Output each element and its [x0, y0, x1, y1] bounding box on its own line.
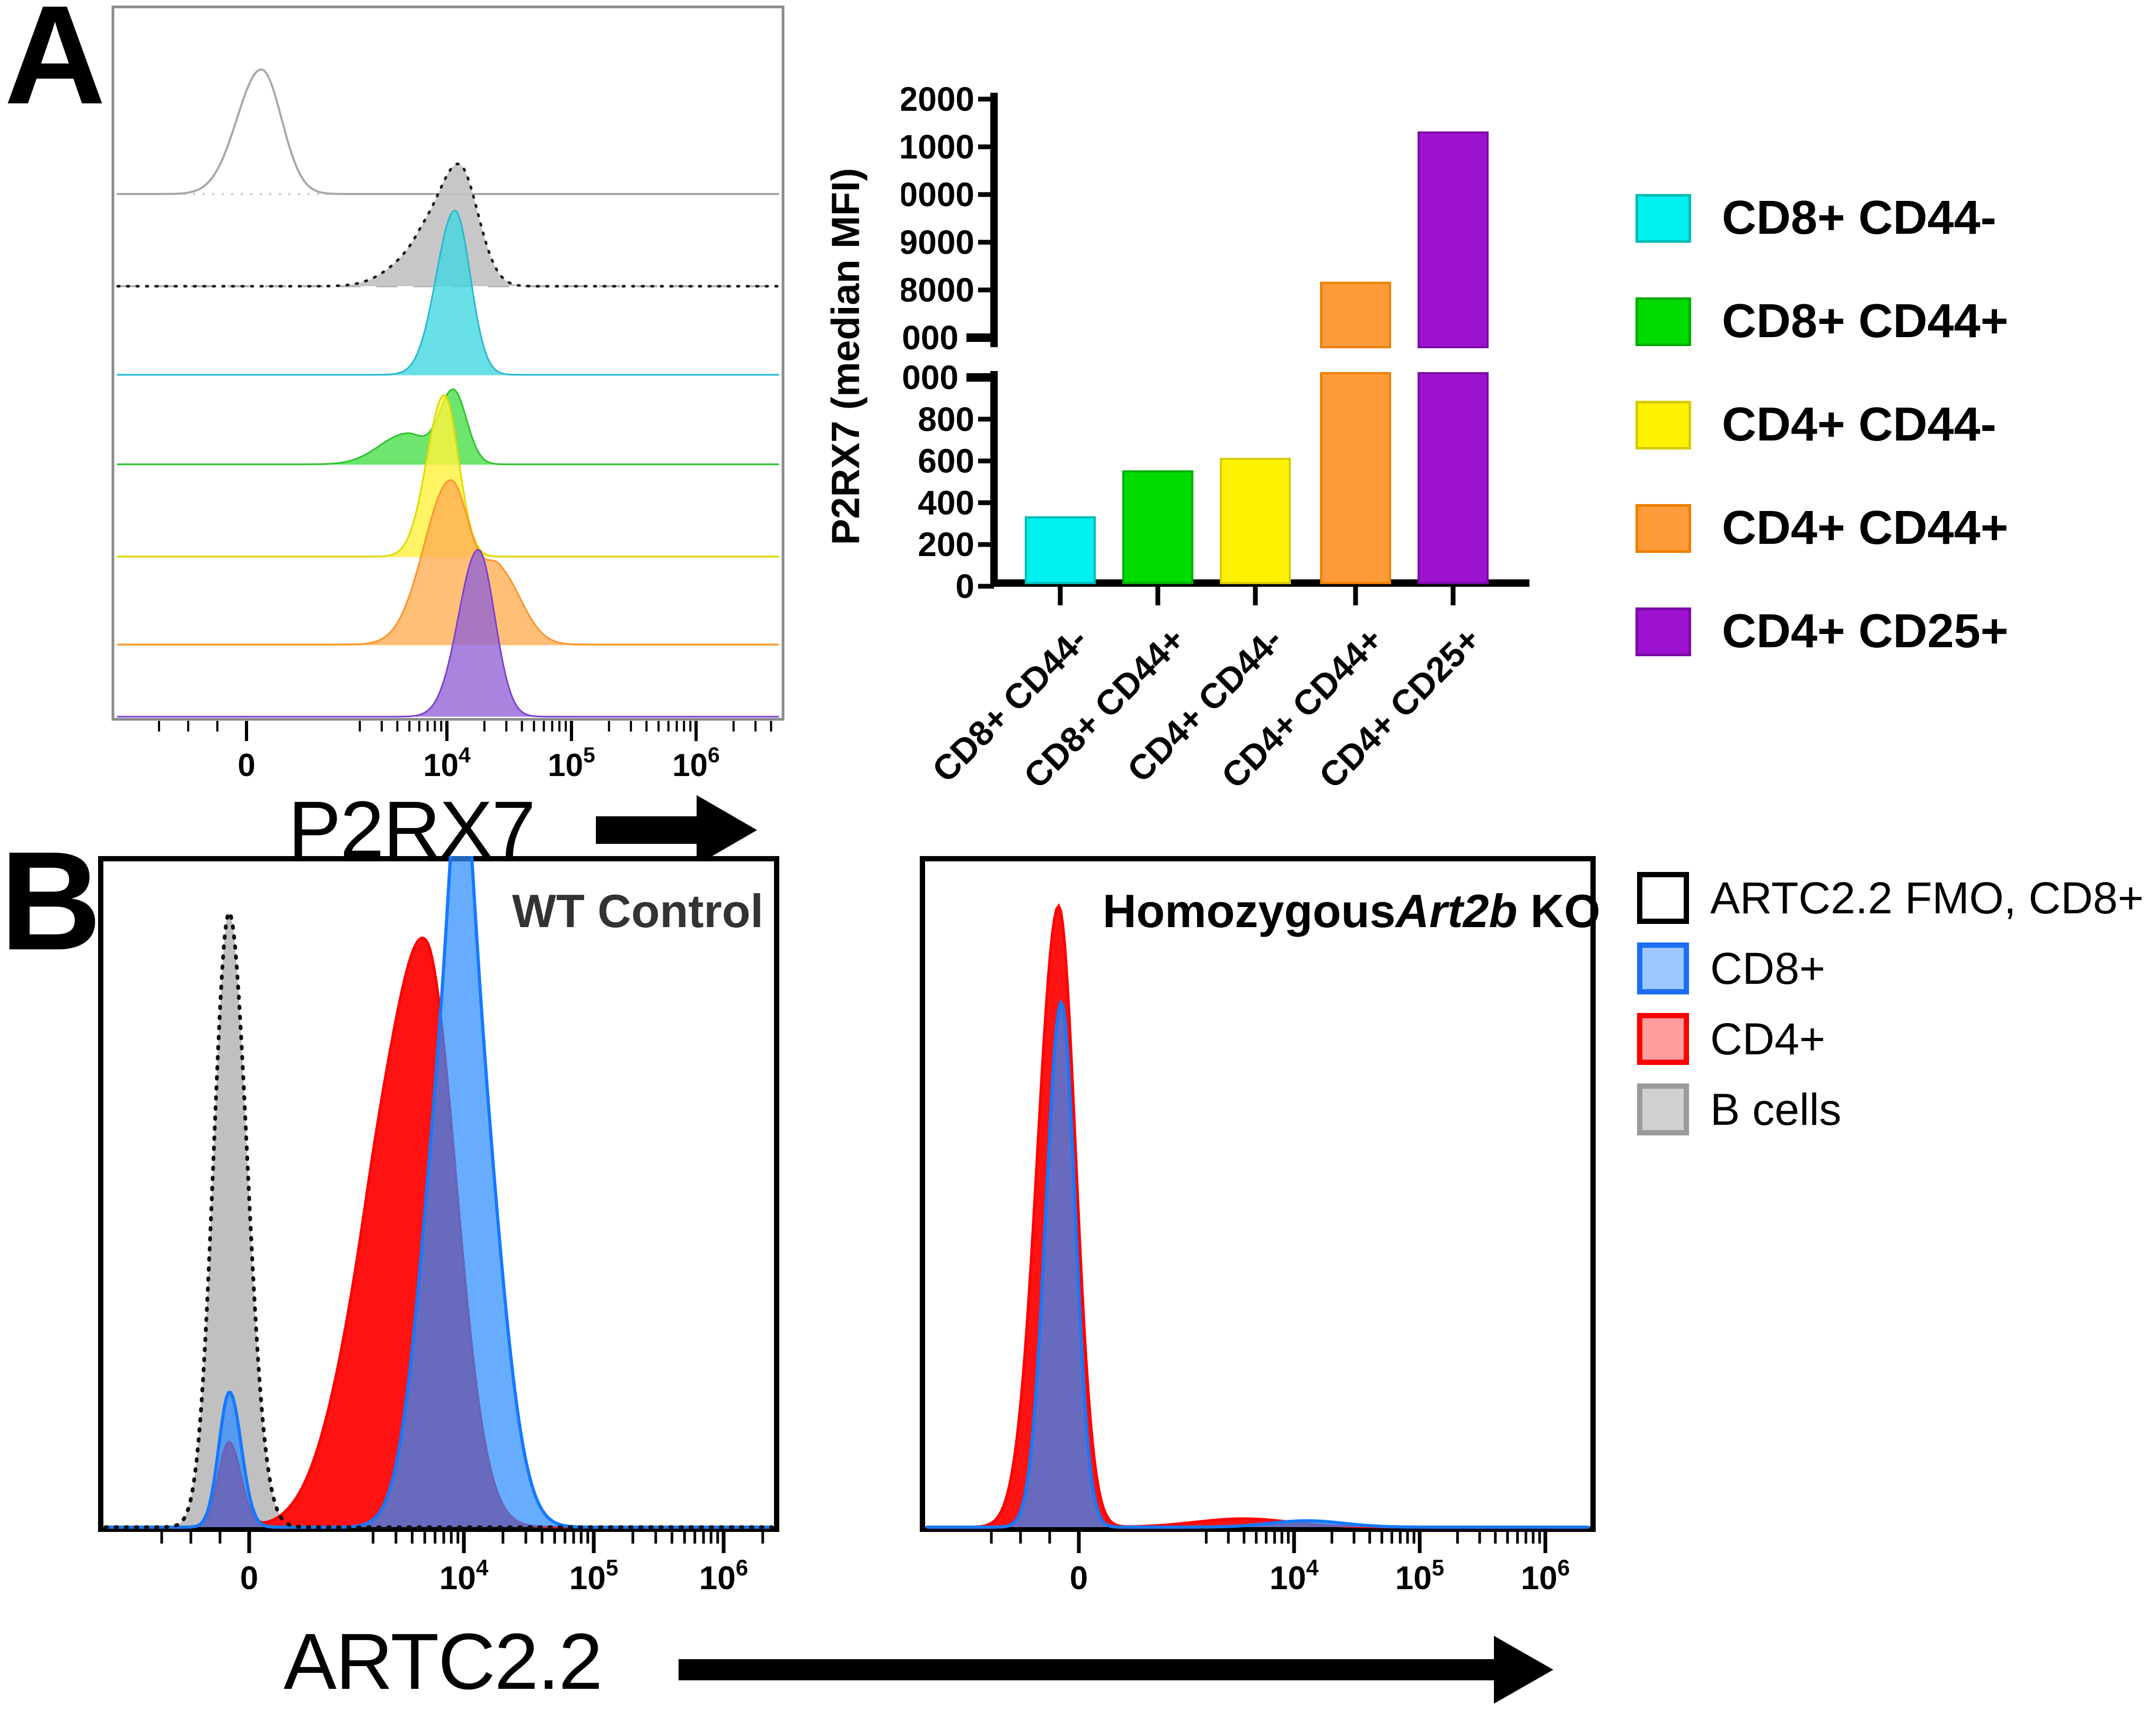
bar	[1220, 457, 1291, 584]
bar-lower-part	[1418, 372, 1489, 584]
ko-plot-title: HomozygousArt2b KO	[1103, 884, 1600, 938]
histogram-outline-overlay	[103, 909, 774, 1529]
legend-item: CD8+ CD44-	[1635, 191, 1996, 245]
legend-label: CD4+ CD25+	[1722, 605, 2009, 658]
legend-label: CD8+ CD44-	[1722, 191, 1996, 244]
bar-upper-part	[1418, 131, 1489, 348]
ko-title-gene: Art2b	[1395, 885, 1518, 937]
y-tick-label: 200	[918, 525, 974, 563]
p2rx7-ridgeline-plot: 0 104 105 106	[111, 5, 785, 783]
y-tick-label: 12000	[901, 80, 974, 118]
x-tick-label: 0	[240, 1560, 258, 1597]
x-tick-label: 106	[672, 743, 719, 783]
legend-label: ARTC2.2 FMO, CD8+	[1710, 873, 2144, 923]
legend-swatch	[1635, 400, 1691, 450]
bar-lower-part	[1320, 372, 1391, 584]
histogram-curve	[926, 999, 1590, 1529]
legend-label: CD4+	[1710, 1014, 1826, 1064]
legend-label: CD4+ CD44-	[1722, 398, 1996, 451]
legend-swatch	[1635, 297, 1691, 346]
y-tick-label: 8000	[901, 271, 974, 309]
y-tick-label: 800	[918, 400, 974, 438]
ko-title-prefix: Homozygous	[1103, 885, 1396, 937]
legend-swatch	[1635, 504, 1691, 553]
y-tick-label: 0	[955, 567, 974, 605]
bar	[1122, 470, 1193, 584]
x-tick-label: 0	[238, 747, 255, 783]
x-tick-label: 105	[548, 743, 595, 783]
bar-ylabel: P2RX7 (median MFI)	[823, 168, 868, 545]
artc22-wt-plot: 0 104 105 106	[98, 856, 779, 1597]
histogram-curve	[117, 479, 779, 646]
legend-swatch	[1637, 1013, 1689, 1065]
histogram-curve	[117, 549, 779, 718]
legend-item: ARTC2.2 FMO, CD8+	[1637, 872, 2144, 924]
y-tick-label: 600	[918, 442, 974, 480]
artc22-axis-arrow-icon	[679, 1636, 1553, 1704]
artc22-axis-label: ARTC2.2	[283, 1617, 603, 1706]
x-tick-label: 106	[1521, 1555, 1570, 1597]
legend-swatch	[1637, 1083, 1689, 1135]
legend-item: CD8+ CD44+	[1635, 294, 2008, 349]
panel-b-letter: B	[0, 823, 102, 980]
wt-plot-title: WT Control	[512, 885, 763, 937]
y-tick-label: 9000	[901, 223, 974, 261]
legend-item: CD4+ CD44+	[1635, 501, 2008, 556]
legend-label: B cells	[1710, 1084, 1842, 1134]
x-tick-label: 104	[439, 1555, 489, 1597]
bar	[1025, 516, 1096, 584]
legend-item: CD4+ CD25+	[1635, 604, 2008, 659]
artc22-ko-plot: 0 104 105 106	[920, 856, 1596, 1597]
x-tick-label: 105	[569, 1555, 618, 1597]
panel-a-letter: A	[4, 0, 106, 134]
x-tick-label: 106	[699, 1555, 748, 1597]
histogram-curve	[117, 209, 779, 376]
legend-item: CD8+	[1637, 942, 1825, 994]
ko-title-suffix: KO	[1517, 885, 1600, 937]
p2rx7-axis-arrow-icon	[596, 795, 757, 865]
legend-item: CD4+ CD44-	[1635, 398, 1996, 452]
legend-label: CD8+	[1710, 943, 1826, 993]
legend-item: B cells	[1637, 1083, 1841, 1135]
y-tick-label: 11000	[901, 128, 974, 166]
legend-swatch	[1635, 193, 1691, 243]
x-tick-label: 0	[1070, 1560, 1088, 1597]
x-tick-label: 105	[1395, 1555, 1444, 1597]
legend-swatch	[1637, 872, 1689, 924]
y-tick-label: 400	[918, 483, 974, 522]
x-tick-label: 104	[1270, 1555, 1319, 1597]
y-tick-label: 7000	[901, 319, 958, 357]
legend-swatch	[1635, 607, 1691, 656]
histogram-curve	[117, 394, 779, 558]
legend-swatch	[1637, 942, 1689, 994]
x-tick-label: 104	[423, 743, 471, 783]
legend-label: CD4+ CD44+	[1722, 501, 2009, 554]
legend-label: CD8+ CD44+	[1722, 295, 2009, 348]
bar-upper-part	[1320, 281, 1391, 348]
y-tick-label: 1000	[901, 358, 958, 396]
legend-item: CD4+	[1637, 1013, 1825, 1065]
